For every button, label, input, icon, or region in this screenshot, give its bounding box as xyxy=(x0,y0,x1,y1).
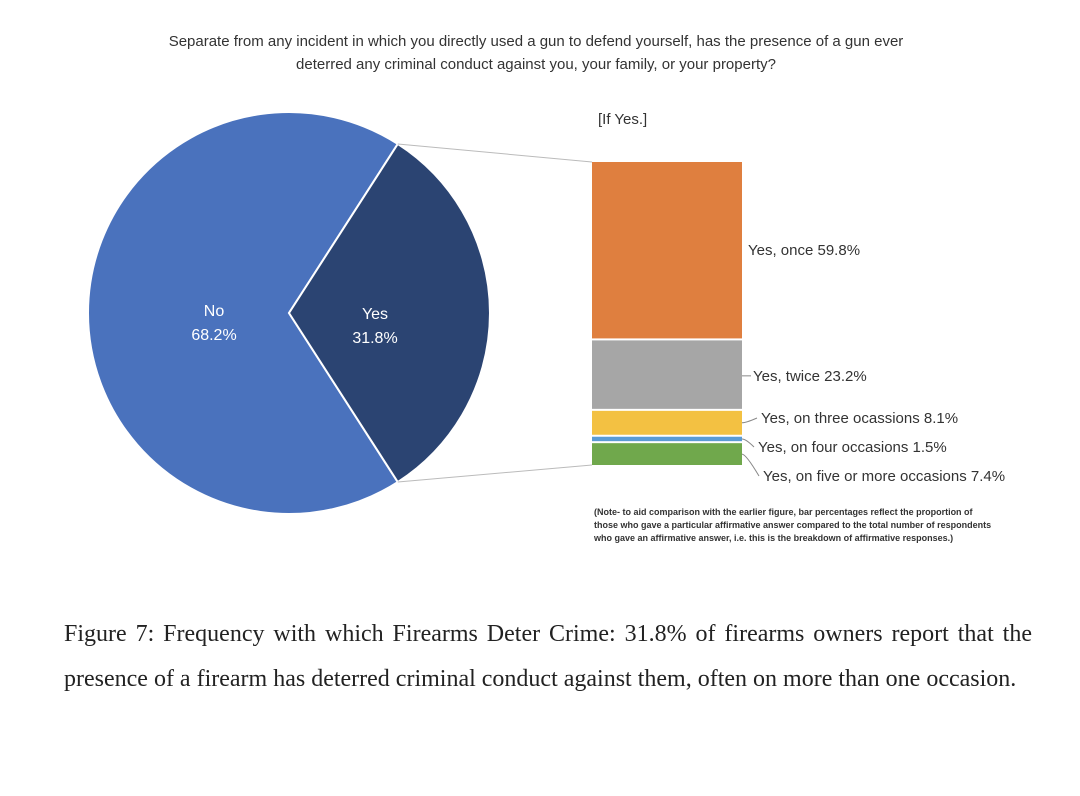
breakdown-bar: Yes, once 59.8% Yes, twice 23.2% Yes, on t… xyxy=(592,162,1005,485)
pie-of-bar-chart: Separate from any incident in which you … xyxy=(87,33,1005,543)
bar-segment-4 xyxy=(592,436,742,442)
connector-top xyxy=(397,143,593,163)
chart-title-line-1: Separate from any incident in which you … xyxy=(169,33,904,50)
note-line-2: those who gave a particular affirmative … xyxy=(594,520,991,530)
pie-group: No 68.2% Yes 31.8% xyxy=(87,111,491,515)
bar-segment-3 xyxy=(592,410,742,435)
connector-bottom xyxy=(397,464,593,483)
bar-label-2: Yes, twice 23.2% xyxy=(753,368,867,385)
note-line-1: (Note- to aid comparison with the earlie… xyxy=(594,507,974,517)
bar-label-5: Yes, on five or more occasions 7.4% xyxy=(763,468,1005,485)
leader-line-3 xyxy=(741,417,758,424)
pie-value-no: 68.2% xyxy=(191,327,236,344)
figure-caption: Figure 7: Frequency with which Firearms … xyxy=(64,621,1032,692)
bar-label-1: Yes, once 59.8% xyxy=(748,242,860,259)
bar-segment-5 xyxy=(592,443,742,465)
chart-title-line-2: deterred any criminal conduct against yo… xyxy=(296,56,776,73)
leader-line-5 xyxy=(741,453,760,477)
pie-label-yes: Yes xyxy=(362,306,388,323)
pie-label-no: No xyxy=(204,303,225,320)
bar-segment-1 xyxy=(592,162,742,339)
bar-segment-2 xyxy=(592,340,742,409)
bar-label-4: Yes, on four occasions 1.5% xyxy=(758,439,947,456)
leader-line-4 xyxy=(741,438,755,448)
figure: Separate from any incident in which you … xyxy=(87,33,1005,543)
pie-slice-yes xyxy=(287,142,491,484)
connector-lines xyxy=(397,143,593,483)
breakdown-note: (Note- to aid comparison with the earlie… xyxy=(593,507,991,543)
breakdown-subtitle: [If Yes.] xyxy=(598,111,647,128)
pie-value-yes: 31.8% xyxy=(352,330,397,347)
bar-label-3: Yes, on three ocassions 8.1% xyxy=(761,410,958,427)
pie-slice-no xyxy=(87,111,400,515)
note-line-3: who gave an affirmative answer, i.e. thi… xyxy=(593,533,953,543)
